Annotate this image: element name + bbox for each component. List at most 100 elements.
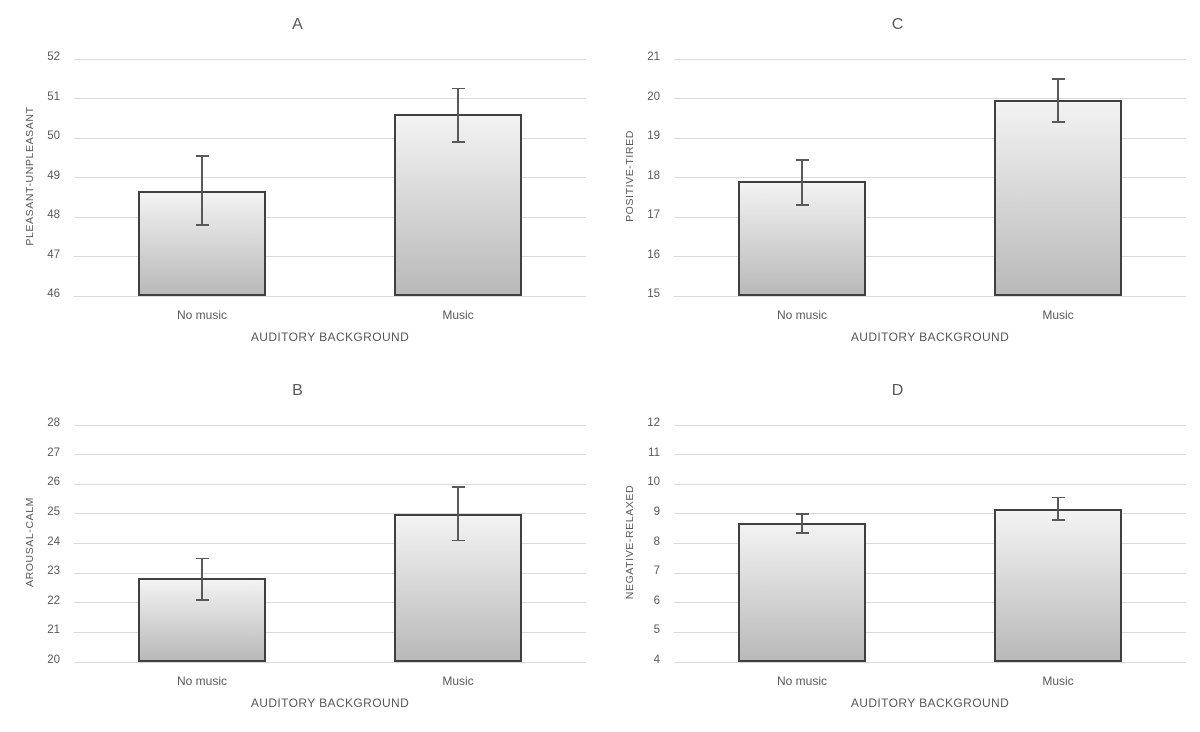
gridline	[74, 602, 586, 604]
y-tick-label: 10	[647, 476, 660, 489]
gridline	[74, 256, 586, 257]
y-tick-label: 12	[647, 417, 660, 429]
gridline	[674, 58, 1186, 60]
x-axis-label: AUDITORY BACKGROUND	[850, 330, 1010, 344]
gridline	[674, 295, 1186, 297]
y-tick-label: 21	[647, 51, 660, 63]
gridline	[74, 424, 586, 426]
error-bar-cap-bottom	[195, 224, 209, 226]
y-tick-label: 47	[47, 248, 60, 261]
y-axis-label: NEGATIVE-RELAXED	[624, 484, 636, 599]
y-tick-label: 4	[653, 654, 660, 666]
y-tick-label: 25	[47, 505, 60, 518]
gridline	[674, 98, 1186, 99]
error-bar-cap-bottom	[451, 539, 465, 542]
category-label: No music	[776, 308, 827, 322]
chart-panel-c: C 21 20 19 18 17 16 15 POSITIVE-TIRED No music Mus…	[600, 0, 1200, 366]
y-tick-label: 19	[647, 130, 660, 142]
gridline	[674, 602, 1186, 604]
y-tick-label: 16	[647, 248, 660, 261]
y-tick-label: 46	[47, 288, 60, 300]
y-tick-label: 48	[47, 209, 60, 221]
error-bar-cap-bottom	[1051, 519, 1065, 521]
gridline	[674, 543, 1186, 544]
category-label: No music	[176, 674, 227, 688]
y-tick-label: 49	[47, 169, 60, 182]
error-bar-cap-top	[451, 486, 465, 488]
y-tick-label: 7	[653, 565, 660, 578]
y-tick-label: 24	[47, 535, 60, 548]
error-bar-cap-top	[1051, 496, 1065, 499]
error-bar-cap-bottom	[795, 532, 809, 534]
chart-panel-a: A 52 51 50 49 48 47 46 PLEASANT-UNPLEASANT No mus…	[0, 0, 600, 366]
error-bar-stem	[201, 155, 203, 225]
gridline	[74, 58, 586, 60]
x-axis-label: AUDITORY BACKGROUND	[250, 696, 410, 710]
error-bar-cap-bottom	[795, 204, 809, 206]
error-bar-cap-top	[1051, 77, 1065, 80]
y-tick-label: 52	[47, 51, 60, 63]
gridline	[74, 177, 586, 178]
category-label: Music	[1042, 674, 1074, 688]
panel-title: D	[891, 382, 904, 399]
error-bar-stem	[201, 558, 203, 600]
y-axis-label: PLEASANT-UNPLEASANT	[24, 105, 36, 246]
error-bar-stem	[801, 159, 803, 206]
y-tick-label: 18	[647, 169, 660, 182]
bar-no-music	[738, 522, 866, 662]
error-bar-stem	[457, 487, 459, 541]
gridline	[674, 631, 1186, 633]
error-bar-cap-top	[195, 154, 209, 157]
gridline	[74, 661, 586, 663]
gridline	[674, 216, 1186, 218]
y-tick-label: 5	[653, 624, 660, 637]
gridline	[674, 177, 1186, 178]
error-bar-cap-top	[451, 87, 465, 90]
bar-music	[994, 100, 1122, 296]
error-bar-cap-bottom	[1051, 121, 1065, 123]
gridline	[74, 513, 586, 515]
gridline	[74, 98, 586, 99]
gridline	[74, 483, 586, 485]
y-tick-label: 22	[47, 594, 60, 607]
gridline	[674, 424, 1186, 426]
y-tick-label: 6	[653, 594, 660, 607]
y-tick-label: 21	[47, 624, 60, 637]
y-tick-label: 27	[47, 446, 60, 459]
error-bar-cap-top	[195, 557, 209, 560]
gridline	[74, 137, 586, 139]
category-label: Music	[1042, 308, 1074, 322]
bar-music	[994, 509, 1122, 662]
y-tick-label: 50	[47, 130, 60, 142]
panel-title: B	[292, 382, 303, 399]
gridline	[74, 631, 586, 633]
gridline	[74, 216, 586, 218]
y-tick-label: 23	[47, 565, 60, 578]
x-axis-label: AUDITORY BACKGROUND	[250, 330, 410, 344]
gridline	[74, 454, 586, 456]
chart-panel-b: B 28 27 26 25 24 23 22 21 20 AROUSAL-CALM No music M…	[0, 366, 600, 732]
panel-title: C	[891, 16, 904, 33]
gridline	[74, 543, 586, 544]
y-tick-label: 26	[47, 476, 60, 489]
category-label: No music	[776, 674, 827, 688]
error-bar-stem	[801, 513, 803, 534]
gridline	[674, 454, 1186, 456]
error-bar-stem	[457, 88, 459, 142]
error-bar-cap-top	[795, 513, 809, 515]
y-axis-label: AROUSAL-CALM	[24, 496, 36, 587]
y-tick-label: 20	[47, 654, 60, 666]
category-label: No music	[176, 308, 227, 322]
error-bar-stem	[1057, 78, 1059, 123]
category-label: Music	[442, 308, 474, 322]
error-bar-cap-bottom	[451, 141, 465, 143]
category-label: Music	[442, 674, 474, 688]
error-bar-cap-top	[795, 158, 809, 161]
y-tick-label: 8	[653, 535, 660, 548]
chart-panel-d: D 12 11 10 9 8 7 6 5 4 NEGATIVE-RELAXED No music Mus…	[600, 366, 1200, 732]
y-tick-label: 20	[647, 90, 660, 103]
gridline	[674, 483, 1186, 485]
y-tick-label: 28	[47, 417, 60, 429]
gridline	[74, 572, 586, 574]
